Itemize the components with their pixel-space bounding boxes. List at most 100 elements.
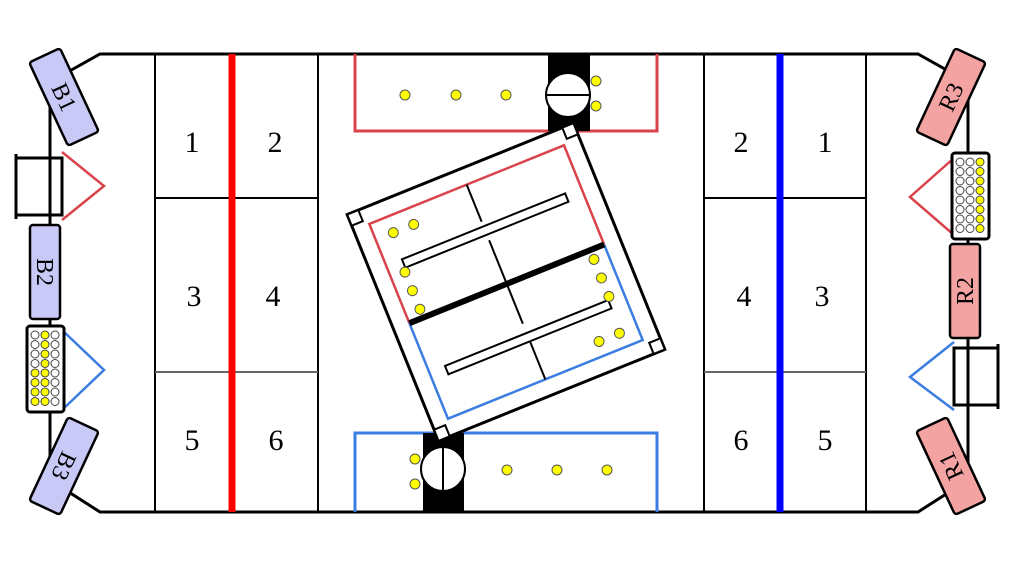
rack-slot	[30, 330, 40, 340]
zone-label: 6	[734, 424, 749, 457]
zone-label: 5	[818, 424, 833, 457]
rack-slot	[50, 387, 60, 397]
driver-station-b2: B2	[28, 223, 62, 321]
rack-slot	[955, 157, 965, 167]
blue-corner-triangle	[61, 329, 106, 411]
rack-slot	[965, 157, 975, 167]
zone-label: 4	[737, 280, 752, 313]
left-loading-box	[16, 156, 64, 217]
rack-ball	[975, 195, 985, 205]
zone-label: 2	[734, 126, 749, 159]
zone-label: 4	[266, 280, 281, 313]
rack-slot	[50, 349, 60, 359]
station-label: B2	[31, 258, 57, 286]
rack-ball	[40, 359, 50, 368]
rack-slot	[50, 340, 60, 349]
ball	[590, 100, 602, 112]
rack-slot	[30, 359, 40, 368]
rack-slot	[955, 186, 965, 195]
rack-slot	[965, 186, 975, 195]
ball	[399, 266, 411, 278]
rack-ball	[975, 157, 985, 167]
rack-ball	[975, 176, 985, 186]
ball	[595, 272, 607, 284]
ball	[409, 478, 421, 490]
left-zone-labels: 1 2 3 4 5 6	[185, 126, 284, 457]
rack-slot	[30, 349, 40, 359]
rack-slot	[955, 167, 965, 176]
right-ball-rack	[950, 151, 991, 241]
blue-corner-triangle	[907, 341, 955, 411]
rack-slot	[955, 205, 965, 214]
ball	[406, 285, 418, 297]
rack-slot	[50, 378, 60, 387]
rack-slot	[955, 176, 965, 186]
left-ball-rack	[25, 324, 66, 414]
rack-slot	[965, 224, 975, 233]
rack-ball	[975, 224, 985, 233]
driver-station-r3: R3	[915, 47, 987, 147]
ball	[450, 89, 462, 101]
driver-station-r2: R2	[948, 242, 982, 340]
rack-ball	[30, 378, 40, 387]
rack-ball	[975, 167, 985, 176]
zone-label: 3	[815, 280, 830, 313]
ball	[399, 89, 411, 101]
rack-slot	[965, 176, 975, 186]
ball	[590, 75, 602, 87]
rack-ball	[40, 330, 50, 340]
rack-ball	[975, 205, 985, 214]
rack-ball	[30, 397, 40, 406]
rack-slot	[30, 340, 40, 349]
rack-slot	[50, 359, 60, 368]
zone-label: 2	[268, 126, 283, 159]
zone-label: 1	[818, 126, 833, 159]
rack-slot	[50, 368, 60, 378]
rack-slot	[955, 214, 965, 224]
rack-ball	[40, 368, 50, 378]
rack-ball	[30, 387, 40, 397]
ball	[387, 227, 399, 239]
rack-ball	[40, 387, 50, 397]
rack-slot	[50, 397, 60, 406]
rack-ball	[975, 186, 985, 195]
zone-label: 5	[185, 424, 200, 457]
zone-label: 6	[269, 424, 284, 457]
ball	[409, 453, 421, 465]
ball	[501, 464, 513, 476]
ball	[588, 253, 600, 265]
rack-ball	[40, 349, 50, 359]
rack-slot	[965, 214, 975, 224]
rack-ball	[40, 397, 50, 406]
left-zone-grid	[154, 54, 319, 512]
ball	[408, 218, 420, 230]
ball	[414, 303, 426, 315]
rack-slot	[955, 224, 965, 233]
ball	[593, 335, 605, 347]
right-zone-grid	[703, 54, 867, 512]
rack-ball	[40, 378, 50, 387]
rack-slot	[965, 205, 975, 214]
rack-ball	[30, 368, 40, 378]
blue-goal-area	[353, 431, 659, 512]
driver-station-b1: B1	[28, 47, 100, 147]
center-platform	[345, 121, 667, 443]
driver-station-b3: B3	[28, 416, 100, 516]
zone-label: 1	[185, 126, 200, 159]
ball	[500, 89, 512, 101]
right-loading-box	[952, 346, 998, 407]
rack-slot	[965, 195, 975, 205]
red-goal-area	[353, 54, 659, 133]
rack-ball	[40, 340, 50, 349]
ball	[601, 464, 613, 476]
rack-slot	[50, 330, 60, 340]
right-zone-labels: 2 1 4 3 6 5	[734, 126, 833, 457]
rack-slot	[965, 167, 975, 176]
rack-slot	[955, 195, 965, 205]
rack-ball	[975, 214, 985, 224]
ball	[551, 464, 563, 476]
ball	[603, 290, 615, 302]
red-corner-triangle	[61, 151, 106, 221]
zone-label: 3	[187, 280, 202, 313]
ball	[613, 327, 625, 339]
